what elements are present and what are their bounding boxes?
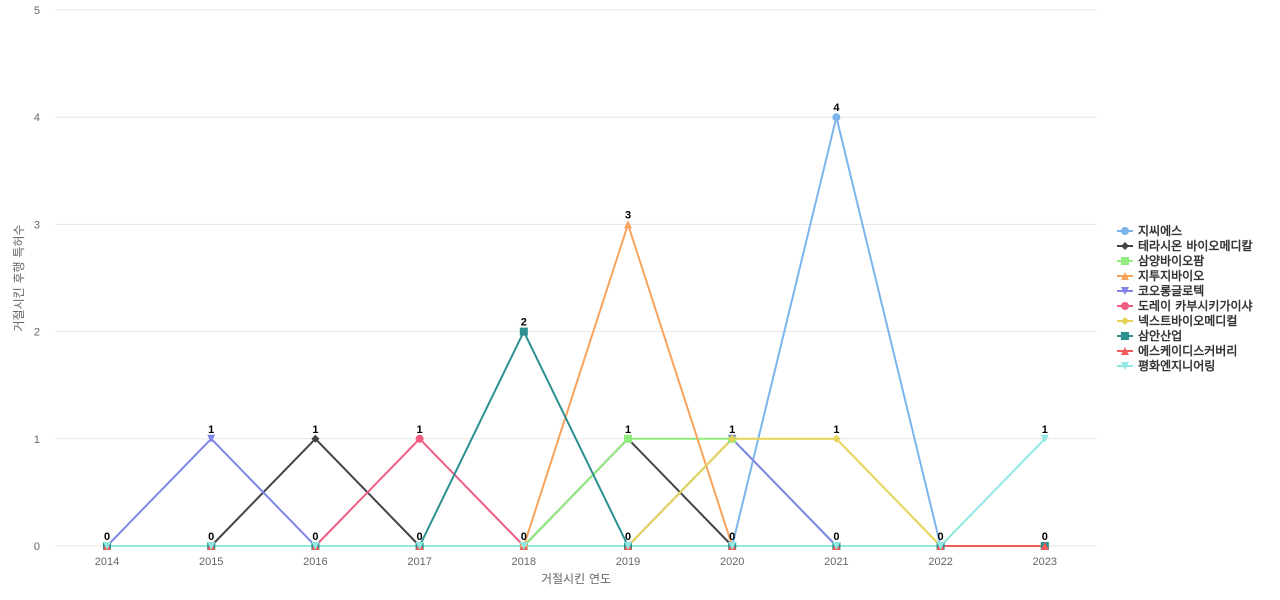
series-4-point bbox=[624, 220, 632, 229]
y-tick-label: 2 bbox=[34, 327, 40, 339]
series-2-point bbox=[311, 434, 320, 443]
data-label: 0 bbox=[104, 531, 110, 543]
series-3-line bbox=[107, 437, 1045, 547]
series-6-point bbox=[415, 434, 424, 443]
legend-item[interactable]: 테라시온 바이오메디칼 bbox=[1117, 238, 1253, 253]
legend-marker bbox=[1121, 242, 1129, 250]
series-8-point bbox=[519, 327, 528, 336]
x-tick-label: 2016 bbox=[303, 556, 327, 568]
series-10-point bbox=[936, 542, 945, 550]
legend-label: 삼안산업 bbox=[1138, 328, 1182, 343]
data-label: 1 bbox=[208, 424, 214, 436]
series-10-point bbox=[1040, 434, 1049, 443]
series-10-point bbox=[519, 542, 528, 550]
legend-marker bbox=[1121, 302, 1129, 310]
x-axis-title: 거절시킨 연도 bbox=[541, 572, 611, 586]
legend-label: 도레이 카부시키가이샤 bbox=[1138, 298, 1253, 313]
series-10-point bbox=[103, 542, 111, 550]
legend-label: 에스케이디스커버리 bbox=[1138, 343, 1237, 358]
series-10-point bbox=[624, 542, 632, 550]
legend-item[interactable]: 코오롱글로텍 bbox=[1117, 283, 1204, 298]
y-tick-label: 4 bbox=[34, 112, 40, 124]
data-label: 3 bbox=[625, 209, 631, 221]
data-label: 2 bbox=[521, 317, 527, 329]
legend-label: 평화엔지니어링 bbox=[1138, 358, 1215, 373]
legend-marker bbox=[1121, 317, 1129, 325]
series-7-point bbox=[728, 434, 737, 443]
y-tick-label: 3 bbox=[34, 219, 40, 231]
legend-item[interactable]: 넥스트바이오메디컬 bbox=[1117, 313, 1237, 328]
data-label: 0 bbox=[729, 531, 735, 543]
series-9-point bbox=[1040, 542, 1049, 550]
y-tick-label: 5 bbox=[34, 5, 40, 17]
y-axis-title: 거절시킨 후행 특허수 bbox=[11, 225, 26, 332]
series-markers bbox=[103, 113, 1049, 550]
legend-item[interactable]: 도레이 카부시키가이샤 bbox=[1117, 298, 1253, 313]
series-5-point bbox=[207, 434, 216, 443]
data-label: 0 bbox=[521, 531, 527, 543]
series-10-point bbox=[728, 542, 737, 550]
y-tick-label: 1 bbox=[34, 434, 40, 446]
data-labels: 0 1 0 1 0 1 0 2 0 3 1 0 1 0 4 1 0 0 1 0 bbox=[104, 102, 1048, 543]
legend-item[interactable]: 평화엔지니어링 bbox=[1117, 358, 1215, 373]
data-label: 0 bbox=[625, 531, 631, 543]
data-label: 0 bbox=[833, 531, 839, 543]
legend-marker bbox=[1121, 347, 1129, 355]
legend-item[interactable]: 지투지바이오 bbox=[1117, 268, 1204, 283]
y-tick-label: 0 bbox=[34, 541, 40, 553]
legend-marker bbox=[1121, 257, 1129, 265]
series-10-point bbox=[415, 542, 424, 550]
x-tick-label: 2023 bbox=[1033, 556, 1057, 568]
series-10-line bbox=[107, 438, 1046, 547]
series-3-point bbox=[624, 434, 632, 443]
data-label: 1 bbox=[312, 424, 318, 436]
legend-item[interactable]: 지씨에스 bbox=[1117, 223, 1182, 238]
series-1-point bbox=[832, 113, 841, 122]
legend-label: 지씨에스 bbox=[1138, 223, 1182, 238]
series-7-point bbox=[832, 434, 841, 443]
legend-marker bbox=[1121, 227, 1129, 235]
x-tick-label: 2021 bbox=[824, 556, 848, 568]
x-tick-label: 2018 bbox=[512, 556, 536, 568]
data-label: 0 bbox=[1042, 531, 1048, 543]
x-tick-label: 2019 bbox=[616, 556, 640, 568]
legend-marker bbox=[1121, 272, 1129, 280]
data-label: 1 bbox=[1042, 424, 1048, 436]
series-lines bbox=[106, 116, 1046, 547]
data-label: 0 bbox=[938, 531, 944, 543]
legend-item[interactable]: 삼양바이오팜 bbox=[1117, 253, 1204, 268]
x-tick-label: 2014 bbox=[95, 556, 119, 568]
data-label: 1 bbox=[833, 424, 839, 436]
x-tick-label: 2015 bbox=[199, 556, 223, 568]
series-10-point bbox=[832, 542, 841, 550]
data-label: 0 bbox=[312, 531, 318, 543]
data-label: 0 bbox=[208, 531, 214, 543]
legend-item[interactable]: 에스케이디스커버리 bbox=[1117, 343, 1237, 358]
x-tick-label: 2020 bbox=[720, 556, 744, 568]
legend-item[interactable]: 삼안산업 bbox=[1117, 328, 1182, 343]
data-label: 1 bbox=[729, 424, 735, 436]
x-tick-label: 2017 bbox=[407, 556, 431, 568]
legend-label: 지투지바이오 bbox=[1138, 268, 1204, 283]
legend-marker bbox=[1121, 332, 1129, 340]
y-axis-ticks: 0 1 2 3 4 5 bbox=[34, 5, 40, 553]
series-10-point bbox=[311, 542, 320, 550]
legend-label: 삼양바이오팜 bbox=[1138, 253, 1204, 268]
data-label: 1 bbox=[417, 424, 423, 436]
legend-marker bbox=[1121, 287, 1129, 295]
data-label: 0 bbox=[417, 531, 423, 543]
series-4-line bbox=[107, 223, 1045, 547]
data-label: 1 bbox=[625, 424, 631, 436]
x-tick-label: 2022 bbox=[928, 556, 952, 568]
grid-lines bbox=[55, 9, 1097, 547]
x-axis-ticks: 2014 2015 2016 2017 2018 2019 2020 2021 2022 2023 bbox=[95, 556, 1057, 568]
legend-label: 테라시온 바이오메디칼 bbox=[1138, 238, 1253, 253]
data-label: 4 bbox=[833, 102, 840, 114]
legend-marker bbox=[1121, 362, 1129, 370]
legend-label: 넥스트바이오메디컬 bbox=[1138, 313, 1237, 328]
series-10-point bbox=[207, 542, 216, 550]
legend-label: 코오롱글로텍 bbox=[1138, 283, 1204, 298]
